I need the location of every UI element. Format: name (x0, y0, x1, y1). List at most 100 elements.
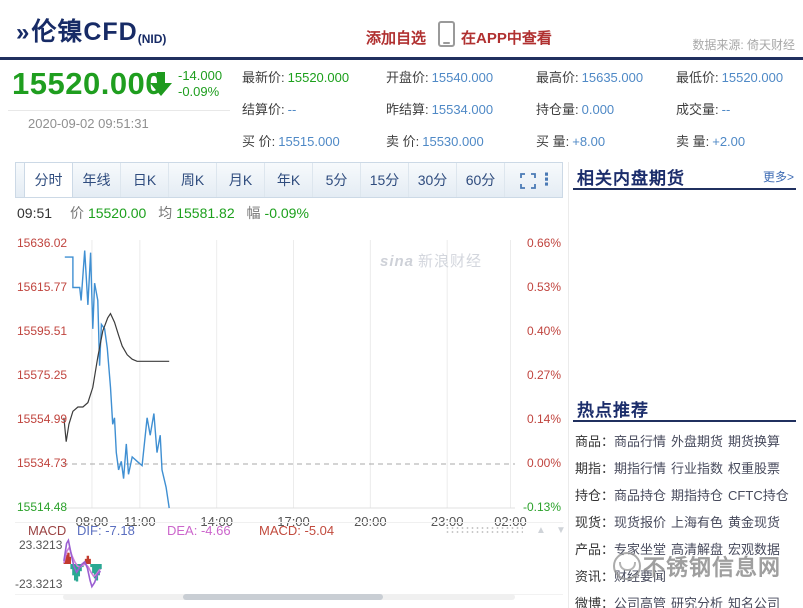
steel-watermark: 不锈钢信息网 (613, 550, 803, 582)
quote-field: 成交量: -- (676, 102, 731, 117)
tab-7[interactable]: 15分 (361, 163, 409, 197)
info-avg: 15581.82 (176, 205, 235, 221)
y-axis-pct-tick: 0.66% (526, 236, 561, 250)
macd-plot-svg (63, 538, 102, 589)
quote-divider (8, 110, 230, 111)
y-axis-tick: 15636.02 (17, 236, 68, 250)
page-title: »伦镍CFD(NID) (16, 12, 166, 48)
logo-mark-icon: » (16, 19, 30, 46)
hot-row-label: 资讯： (575, 569, 615, 584)
fullscreen-icon[interactable] (520, 173, 536, 189)
hot-link[interactable]: 行业指数 (671, 461, 724, 476)
pane-up-arrow-icon[interactable]: ▲ (536, 525, 546, 536)
add-watchlist-button[interactable]: 添加自选 (366, 30, 427, 47)
hot-row-label: 产品： (575, 542, 615, 557)
more-link[interactable]: 更多> (762, 170, 794, 184)
hot-link[interactable]: 期货换算 (728, 434, 781, 449)
y-axis-tick: 15534.73 (17, 456, 68, 470)
phone-button (443, 42, 450, 44)
view-in-app-link[interactable]: 在APP中查看 (461, 30, 552, 47)
last-price: 15520.000 (12, 66, 164, 101)
info-time: 09:51 (17, 205, 53, 221)
quote-field: 买 价: 15515.000 (242, 134, 340, 149)
hot-rows: 商品：商品行情 外盘期货 期货换算 期指：期指行情 行业指数 权重股票 持仓：商品持仓 期指持… (575, 428, 796, 608)
hot-row-label: 持仓： (575, 488, 615, 503)
hot-recommend-title: 热点推荐 (577, 401, 649, 420)
related-futures-title: 相关内盘期货 (577, 169, 685, 188)
tab-9[interactable]: 60分 (457, 163, 505, 197)
related-divider (573, 188, 796, 190)
symbol-code: (NID) (137, 32, 167, 46)
hot-link[interactable]: 黄金现货 (728, 515, 781, 530)
sina-logo: sina (380, 253, 415, 270)
info-range-label: 幅 (246, 205, 261, 221)
tab-0[interactable]: 分时 (24, 163, 73, 197)
x-axis-tick: 08:00 (75, 514, 109, 529)
tab-4[interactable]: 月K (217, 163, 265, 197)
chart-scrollbar-track[interactable] (63, 594, 515, 600)
info-range: -0.09% (264, 205, 309, 221)
chart-tabbar: 分时 年线 日K 周K 月K 年K 5分 15分 30分 60分 ⋮ (15, 162, 563, 198)
hot-link[interactable]: 公司高管 (614, 596, 667, 608)
hot-link[interactable]: 期指行情 (614, 461, 667, 476)
hot-link[interactable]: 高清解盘 (671, 542, 724, 557)
tab-3[interactable]: 周K (169, 163, 217, 197)
tab-5[interactable]: 年K (265, 163, 313, 197)
hot-link[interactable]: 研究分析 (671, 596, 724, 608)
tab-6[interactable]: 5分 (313, 163, 361, 197)
hot-row-label: 微博： (575, 596, 615, 608)
y-axis-pct-tick: -0.13% (522, 500, 561, 514)
chart-panel: 分时 年线 日K 周K 月K 年K 5分 15分 30分 60分 ⋮ 09:51 价 15520.0… (15, 162, 566, 608)
x-axis-tick: 23:00 (430, 514, 464, 529)
macd-title: MACD (28, 523, 67, 538)
pane-down-arrow-icon[interactable]: ▼ (556, 525, 566, 536)
tab-2[interactable]: 日K (121, 163, 169, 197)
kebab-menu-icon[interactable]: ⋮ (538, 170, 555, 189)
hot-link[interactable]: 期指持仓 (671, 488, 724, 503)
x-axis-tick: 17:00 (277, 514, 310, 529)
quote-field: 昨结算: 15534.000 (386, 102, 494, 117)
sina-watermark: sina 新浪财经 (380, 250, 482, 271)
y-axis-tick: 15554.99 (17, 412, 68, 426)
hot-row-1: 期指：期指行情 行业指数 权重股票 (575, 455, 796, 482)
sina-watermark-text: 新浪财经 (418, 253, 483, 270)
hot-row-label: 商品： (575, 434, 615, 449)
quote-grid: 最新价: 15520.000 开盘价: 15540.000 最高价: 15635.000 最… (242, 67, 800, 150)
quote-field: 开盘价: 15540.000 (386, 70, 494, 85)
hot-link[interactable]: CFTC持仓 (728, 488, 789, 503)
y-axis-pct-tick: 0.14% (526, 412, 561, 426)
instrument-name: 伦镍CFD (31, 18, 138, 46)
tabs-container: 分时 年线 日K 周K 月K 年K 5分 15分 30分 60分 (16, 163, 562, 197)
hot-link[interactable]: 知名公司 (728, 596, 781, 608)
price-change: -14.000 (178, 68, 223, 83)
y-axis-tick: 15514.48 (17, 500, 68, 514)
quote-field: 持仓量: 0.000 (536, 102, 615, 117)
quote-field: 卖 价: 15530.000 (386, 134, 484, 149)
y-axis-tick: 15575.25 (17, 368, 68, 382)
price-change-pct: -0.09% (178, 84, 220, 99)
quote-timestamp: 2020-09-02 09:51:31 (28, 116, 149, 131)
y-axis-tick: 15595.51 (17, 324, 68, 338)
hot-row-3: 现货：现货报价 上海有色 黄金现货 (575, 509, 796, 536)
x-axis-tick: 02:00 (494, 514, 527, 529)
quote-field: 卖 量: +2.00 (676, 134, 746, 149)
price-chart-canvas[interactable]: sina 新浪财经 15636.02 15615.77 15595.51 15575.2… (15, 236, 563, 514)
price-change-block: -14.000 -0.09% (178, 68, 222, 100)
hot-link[interactable]: 商品行情 (614, 434, 667, 449)
hot-link[interactable]: 宏观数据 (728, 542, 781, 557)
hot-link[interactable]: 外盘期货 (671, 434, 724, 449)
pane-resize-handle[interactable] (445, 526, 523, 535)
hot-link[interactable]: 商品持仓 (614, 488, 667, 503)
tab-1[interactable]: 年线 (73, 163, 121, 197)
hot-link[interactable]: 现货报价 (614, 515, 667, 530)
hot-link[interactable]: 上海有色 (671, 515, 724, 530)
macd-dea: DEA: -4.66 (167, 523, 231, 538)
hot-row-2: 持仓：商品持仓 期指持仓 CFTC持仓 (575, 482, 796, 509)
hot-link[interactable]: 权重股票 (728, 461, 781, 476)
macd-pane: 23.3213 -23.3213 (15, 536, 563, 595)
hot-row-6: 微博：公司高管 研究分析 知名公司 (575, 590, 796, 608)
chart-scrollbar-thumb[interactable] (183, 594, 383, 600)
hot-row-label: 现货： (575, 515, 615, 530)
tab-8[interactable]: 30分 (409, 163, 457, 197)
hot-row-0: 商品：商品行情 外盘期货 期货换算 (575, 428, 796, 455)
